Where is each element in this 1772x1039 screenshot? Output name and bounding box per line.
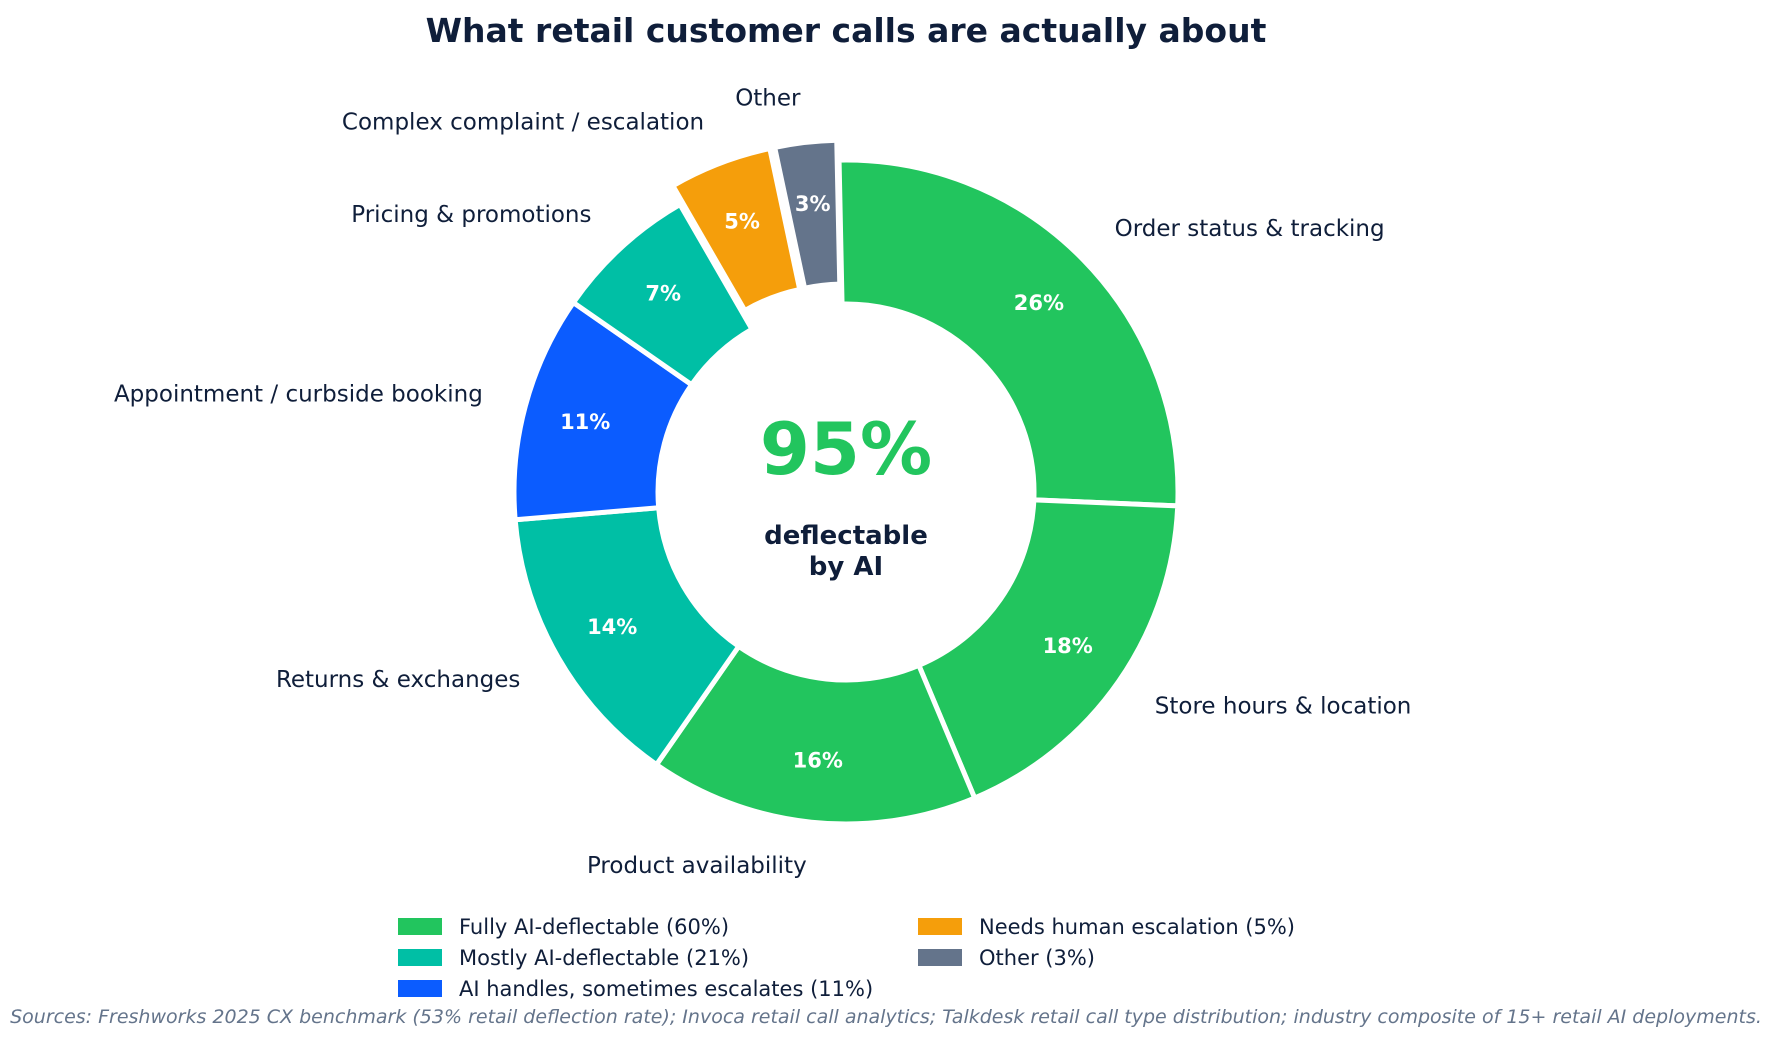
slice-product-availability [653, 642, 978, 827]
label-product-availability: Product availability [587, 853, 807, 879]
legend-swatch-other-3 [918, 949, 962, 966]
slice-order-status-tracking [836, 157, 1181, 509]
pct-label-appointment-curbside-booking: 11% [560, 410, 610, 434]
label-returns-exchanges: Returns & exchanges [276, 667, 520, 693]
percentage-labels: 26% 18% 16% 14% 11% 7% 5% 3% [560, 192, 1093, 773]
legend-swatch-mostly-ai-deflectable-21 [398, 949, 442, 966]
pct-label-pricing-promotions: 7% [645, 281, 681, 305]
legend-swatch-needs-human-escalation-5 [918, 918, 962, 935]
pct-label-other: 3% [795, 192, 831, 216]
label-store-hours-location: Store hours & location [1155, 694, 1412, 720]
label-pricing-promotions: Pricing & promotions [351, 202, 591, 228]
pct-label-returns-exchanges: 14% [587, 615, 637, 639]
legend: Fully AI-deflectable (60%) Mostly AI-defl… [398, 915, 1295, 1001]
legend-label-other-3: Other (3%) [979, 946, 1095, 970]
slice-complex-complaint-escalation [669, 145, 803, 314]
label-order-status-tracking: Order status & tracking [1115, 216, 1385, 242]
legend-swatch-fully-ai-deflectable-60 [398, 918, 442, 935]
center-line-1: deflectable [764, 521, 928, 551]
label-other: Other [735, 86, 801, 112]
center-line-2: by AI [809, 552, 883, 582]
source-note: Sources: Freshworks 2025 CX benchmark (5… [10, 1006, 1762, 1028]
slice-store-hours-location [915, 497, 1181, 802]
label-appointment-curbside-booking: Appointment / curbside booking [114, 382, 483, 408]
pct-label-complex-complaint-escalation: 5% [724, 209, 760, 233]
pct-label-product-availability: 16% [793, 749, 843, 773]
slice-other [771, 137, 843, 292]
legend-label-fully-ai-deflectable-60: Fully AI-deflectable (60%) [459, 915, 729, 939]
legend-swatch-ai-handles-sometimes-escalates-11 [398, 980, 442, 997]
legend-label-ai-handles-sometimes-escalates-11: AI handles, sometimes escalates (11%) [459, 977, 873, 1001]
center-value: 95% [760, 407, 932, 491]
pct-label-store-hours-location: 18% [1043, 634, 1093, 658]
legend-label-needs-human-escalation-5: Needs human escalation (5%) [979, 915, 1295, 939]
slice-returns-exchanges [512, 505, 743, 769]
slice-labels: Order status & tracking Store hours & loc… [114, 86, 1411, 879]
label-complex-complaint-escalation: Complex complaint / escalation [342, 109, 704, 135]
slice-pricing-promotions [569, 201, 756, 389]
pct-label-order-status-tracking: 26% [1014, 291, 1064, 315]
donut-slices [511, 137, 1181, 827]
chart-title: What retail customer calls are actually … [426, 11, 1267, 50]
legend-label-mostly-ai-deflectable-21: Mostly AI-deflectable (21%) [459, 946, 749, 970]
